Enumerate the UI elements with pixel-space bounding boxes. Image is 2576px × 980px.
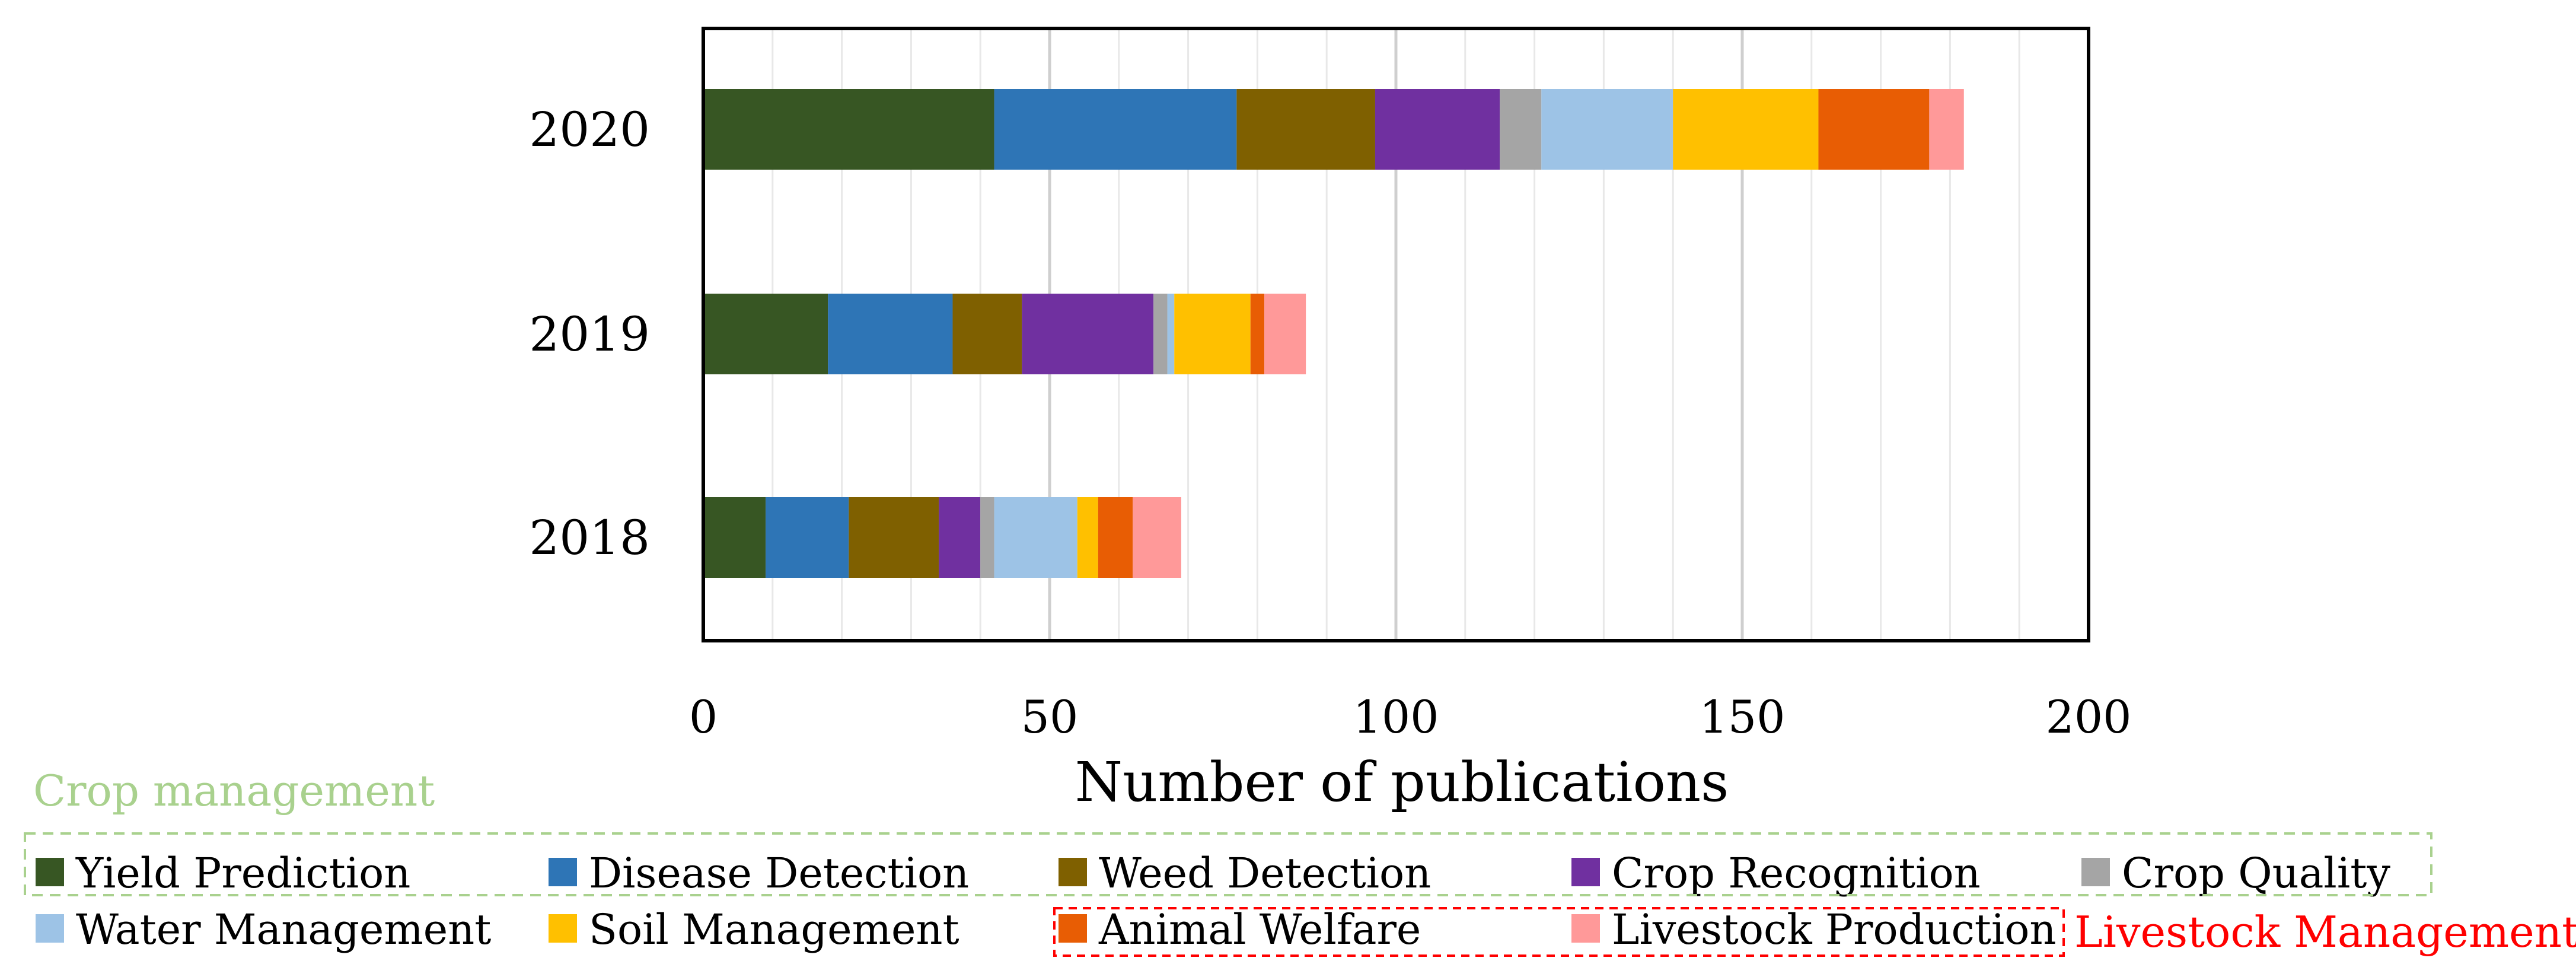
x-tick-label: 50	[1021, 691, 1079, 743]
legend-item-crop-recognition: Crop Recognition	[1571, 849, 1981, 898]
group-box-crop-management	[24, 832, 2432, 896]
plot-frame	[702, 27, 2090, 642]
bar-segment-2020-disease-detection	[994, 89, 1237, 170]
legend-swatch	[1059, 858, 1087, 886]
legend-item-livestock-production: Livestock Production	[1571, 905, 2056, 954]
legend-item-disease-detection: Disease Detection	[549, 849, 969, 898]
bars	[703, 89, 1964, 578]
bar-segment-2020-weed-detection	[1236, 89, 1375, 170]
legend-label: Crop Quality	[2122, 849, 2390, 898]
legend-label: Soil Management	[589, 905, 959, 954]
bar-segment-2019-weed-detection	[952, 294, 1022, 374]
legend-label: Crop Recognition	[1612, 849, 1981, 898]
bar-segment-2020-crop-recognition	[1375, 89, 1500, 170]
legend-label: Animal Welfare	[1098, 905, 1421, 954]
legend-swatch	[549, 858, 577, 886]
bar-segment-2019-animal-welfare	[1250, 294, 1265, 374]
bar-segment-2018-crop-quality	[980, 497, 994, 578]
bar-segment-2018-livestock-production	[1133, 497, 1181, 578]
legend-item-animal-welfare: Animal Welfare	[1059, 905, 1421, 954]
legend-item-water-management: Water Management	[36, 905, 491, 954]
bar-segment-2020-livestock-production	[1929, 89, 1964, 170]
bar-segment-2020-soil-management	[1673, 89, 1819, 170]
legend-swatch	[549, 914, 577, 943]
bar-segment-2019-livestock-production	[1264, 294, 1306, 374]
legend-label: Yield Prediction	[75, 849, 410, 898]
legend-label: Weed Detection	[1099, 849, 1431, 898]
legend-item-crop-quality: Crop Quality	[2081, 849, 2390, 898]
legend-label: Livestock Production	[1612, 905, 2056, 954]
legend-swatch	[1571, 858, 1600, 886]
legend-swatch	[36, 858, 64, 886]
bar-segment-2020-yield-prediction	[703, 89, 994, 170]
legend-item-soil-management: Soil Management	[549, 905, 959, 954]
x-tick-label: 150	[1699, 691, 1785, 743]
x-tick-labels: 0 50 100 150 200	[689, 691, 2132, 743]
bar-segment-2018-weed-detection	[849, 497, 939, 578]
bar-segment-2018-animal-welfare	[1098, 497, 1133, 578]
group-box-livestock-management	[1053, 907, 2065, 957]
y-tick-label: 2019	[529, 307, 650, 362]
group-label-livestock-management: Livestock Management	[2074, 907, 2576, 957]
y-tick-label: 2018	[529, 510, 650, 565]
bar-segment-2020-water-management	[1541, 89, 1673, 170]
bar-segment-2018-disease-detection	[766, 497, 849, 578]
legend-item-weed-detection: Weed Detection	[1059, 849, 1431, 898]
bar-segment-2019-crop-quality	[1153, 294, 1168, 374]
legend-label: Water Management	[76, 905, 491, 954]
bar-segment-2019-yield-prediction	[703, 294, 828, 374]
x-tick-label: 100	[1353, 691, 1439, 743]
legend-swatch	[2081, 858, 2110, 886]
x-axis-label: Number of publications	[1075, 750, 1729, 814]
y-tick-label: 2020	[529, 102, 650, 157]
bar-segment-2018-yield-prediction	[703, 497, 766, 578]
legend-label: Disease Detection	[589, 849, 969, 898]
legend-item-yield-prediction: Yield Prediction	[36, 849, 410, 898]
y-tick-labels: 2020 2019 2018	[529, 102, 650, 565]
x-tick-label: 0	[689, 691, 718, 743]
bar-segment-2018-water-management	[994, 497, 1077, 578]
bar-segment-2018-crop-recognition	[939, 497, 981, 578]
group-label-crop-management: Crop management	[33, 766, 435, 816]
bar-segment-2019-water-management	[1167, 294, 1175, 374]
legend-swatch	[1059, 914, 1087, 943]
bar-segment-2020-crop-quality	[1500, 89, 1542, 170]
legend-swatch	[1571, 914, 1600, 943]
legend: Yield Prediction Disease Detection Weed De…	[24, 766, 2576, 957]
bar-segment-2020-animal-welfare	[1818, 89, 1930, 170]
bar-segment-2019-crop-recognition	[1022, 294, 1154, 374]
bar-segment-2019-soil-management	[1174, 294, 1251, 374]
bar-segment-2019-disease-detection	[828, 294, 953, 374]
legend-swatch	[36, 914, 64, 943]
x-tick-label: 200	[2045, 691, 2131, 743]
bar-segment-2018-soil-management	[1077, 497, 1098, 578]
